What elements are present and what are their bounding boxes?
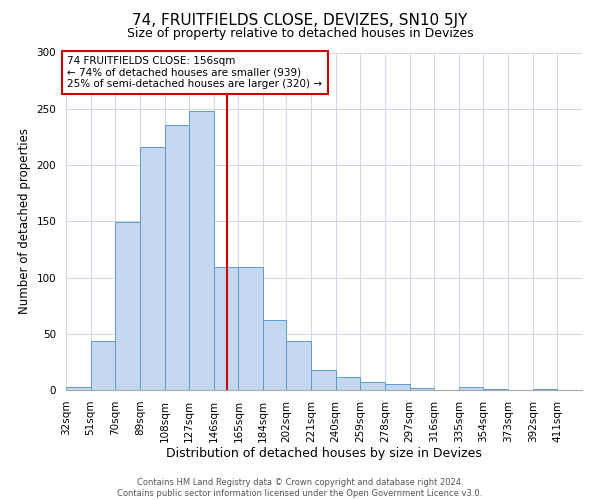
Bar: [238, 268, 263, 390]
Bar: [66, 386, 91, 390]
Bar: [189, 111, 214, 390]
Bar: [91, 340, 115, 390]
Bar: [164, 124, 189, 390]
Bar: [484, 389, 508, 390]
Bar: [311, 370, 335, 390]
Text: Contains HM Land Registry data © Crown copyright and database right 2024.
Contai: Contains HM Land Registry data © Crown c…: [118, 478, 482, 498]
Text: Size of property relative to detached houses in Devizes: Size of property relative to detached ho…: [127, 28, 473, 40]
Bar: [214, 268, 238, 390]
Bar: [533, 389, 557, 390]
Bar: [361, 382, 385, 390]
Bar: [410, 388, 434, 390]
Bar: [385, 384, 410, 390]
X-axis label: Distribution of detached houses by size in Devizes: Distribution of detached houses by size …: [166, 448, 482, 460]
Bar: [335, 376, 361, 390]
Y-axis label: Number of detached properties: Number of detached properties: [18, 128, 31, 314]
Bar: [459, 386, 484, 390]
Bar: [286, 340, 311, 390]
Bar: [263, 320, 286, 390]
Bar: [115, 222, 140, 390]
Text: 74 FRUITFIELDS CLOSE: 156sqm
← 74% of detached houses are smaller (939)
25% of s: 74 FRUITFIELDS CLOSE: 156sqm ← 74% of de…: [67, 56, 322, 89]
Text: 74, FRUITFIELDS CLOSE, DEVIZES, SN10 5JY: 74, FRUITFIELDS CLOSE, DEVIZES, SN10 5JY: [133, 12, 467, 28]
Bar: [140, 147, 164, 390]
